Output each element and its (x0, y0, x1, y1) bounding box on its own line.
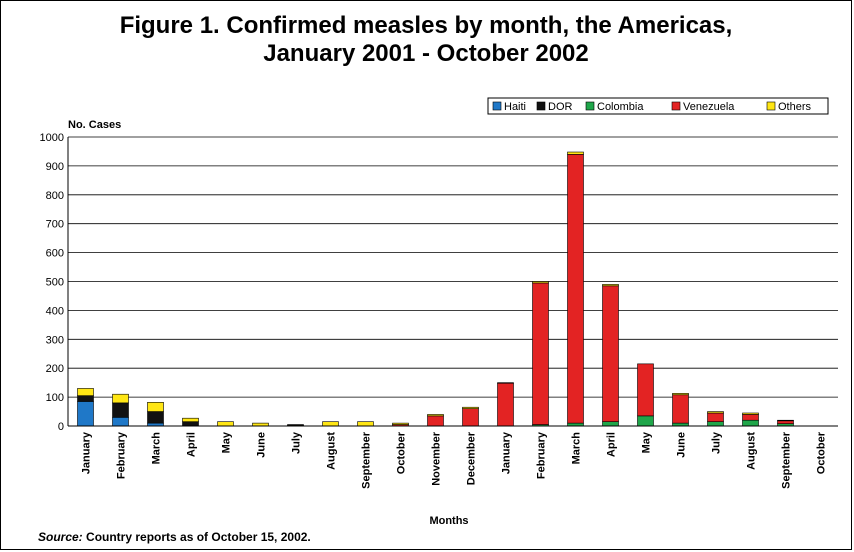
bar-segment-colombia (637, 415, 654, 427)
bar-segment-others (392, 422, 409, 425)
x-tick-label: March (151, 432, 163, 465)
bar-segment-venezuela (637, 363, 654, 417)
legend-label-colombia: Colombia (597, 101, 644, 113)
bar-segment-others (77, 388, 94, 396)
source-label: Source: (38, 530, 83, 544)
bar-segment-venezuela (462, 408, 479, 427)
bar-segment-venezuela (742, 414, 759, 421)
legend-label-venezuela: Venezuela (683, 101, 735, 113)
y-tick-label: 300 (46, 334, 64, 346)
bar-segment-others (322, 421, 339, 427)
y-tick-label: 600 (46, 248, 64, 260)
bar-segment-others (602, 284, 619, 287)
bar-segment-haiti (112, 417, 129, 427)
bar-segment-venezuela (532, 282, 549, 425)
y-tick-label: 100 (46, 392, 64, 404)
x-tick-label: January (501, 431, 513, 474)
x-tick-label: May (221, 431, 233, 453)
bar-segment-venezuela (707, 412, 724, 422)
x-tick-label: August (326, 432, 338, 470)
bar-segment-others (182, 417, 199, 422)
bar-segment-others (777, 419, 794, 422)
x-tick-label: January (81, 431, 93, 474)
bar-segment-others (497, 382, 514, 384)
bar-segment-venezuela (672, 394, 689, 424)
bar-segment-venezuela (602, 285, 619, 422)
bars-layer (77, 151, 794, 427)
bar-segment-others (532, 281, 549, 284)
chart-title-line-2: January 2001 - October 2002 (263, 40, 589, 67)
y-tick-label: 700 (46, 219, 64, 231)
legend-label-dor: DOR (548, 101, 573, 113)
x-tick-label: April (606, 432, 618, 457)
bar-segment-colombia (707, 421, 724, 427)
bar-segment-dor (112, 402, 129, 418)
y-tick-label: 500 (46, 277, 64, 289)
bar-segment-others (357, 421, 374, 427)
x-tick-label: December (466, 431, 478, 485)
bar-segment-others (287, 424, 304, 426)
bar-segment-others (427, 414, 444, 417)
y-axis-label: No. Cases (68, 119, 121, 131)
bar-segment-dor (147, 411, 164, 424)
bar-segment-others (217, 421, 234, 427)
x-tick-label: September (781, 431, 793, 489)
source-text: Country reports as of October 15, 2002. (82, 530, 311, 544)
legend-label-others: Others (778, 101, 812, 113)
bar-segment-venezuela (567, 154, 584, 424)
bar-segment-others (707, 411, 724, 414)
x-tick-label: October (396, 431, 408, 474)
legend-swatch-colombia (585, 101, 595, 111)
bar-segment-others (147, 402, 164, 412)
x-tick-label: September (361, 431, 373, 489)
bar-segment-venezuela (777, 420, 794, 424)
y-tick-label: 900 (46, 161, 64, 173)
bar-segment-others (672, 393, 689, 396)
bar-segment-colombia (602, 421, 619, 427)
chart-title: Figure 1. Confirmed measles by month, th… (0, 12, 852, 68)
bar-segment-colombia (742, 419, 759, 427)
legend-box (487, 97, 829, 115)
legend: Haiti DOR Colombia Venezuela Others (487, 97, 829, 115)
bar-segment-haiti (77, 401, 94, 427)
y-tick-label: 1000 (40, 132, 64, 144)
y-tick-label: 0 (58, 421, 64, 433)
legend-swatch-haiti (492, 101, 502, 111)
y-tick-label: 400 (46, 305, 64, 317)
chart-title-line-1: Figure 1. Confirmed measles by month, th… (119, 12, 733, 39)
bar-segment-dor (182, 421, 199, 427)
y-tick-label: 800 (46, 190, 64, 202)
x-axis-label: Months (429, 515, 468, 527)
legend-swatch-dor (536, 101, 546, 111)
x-tick-label: April (186, 432, 198, 457)
grid-layer (68, 136, 838, 427)
source-note: Source: Country reports as of October 15… (38, 530, 311, 544)
x-tick-label: June (256, 432, 268, 458)
bar-segment-venezuela (497, 382, 514, 427)
x-tick-label: May (641, 431, 653, 453)
legend-label-haiti: Haiti (504, 101, 526, 113)
bar-segment-others (742, 412, 759, 415)
x-tick-label: August (746, 432, 758, 470)
bar-segment-dor (77, 395, 94, 402)
legend-swatch-venezuela (671, 101, 681, 111)
legend-swatch-others (766, 101, 776, 111)
y-tick-label: 200 (46, 363, 64, 375)
bar-segment-others (567, 151, 584, 155)
x-tick-label: February (536, 431, 548, 479)
x-tick-label: June (676, 432, 688, 458)
x-tick-label: July (291, 431, 303, 454)
bar-segment-others (462, 406, 479, 409)
x-tick-label: October (816, 431, 828, 474)
x-tick-label: July (711, 431, 723, 454)
bar-segment-others (112, 393, 129, 404)
axis-layer: 0 100 200 300 400 500 600 700 800 900 1000 January F… (40, 132, 838, 489)
x-tick-label: February (116, 431, 128, 479)
bar-segment-venezuela (427, 415, 444, 427)
x-tick-label: November (431, 431, 443, 486)
x-tick-label: March (571, 432, 583, 465)
